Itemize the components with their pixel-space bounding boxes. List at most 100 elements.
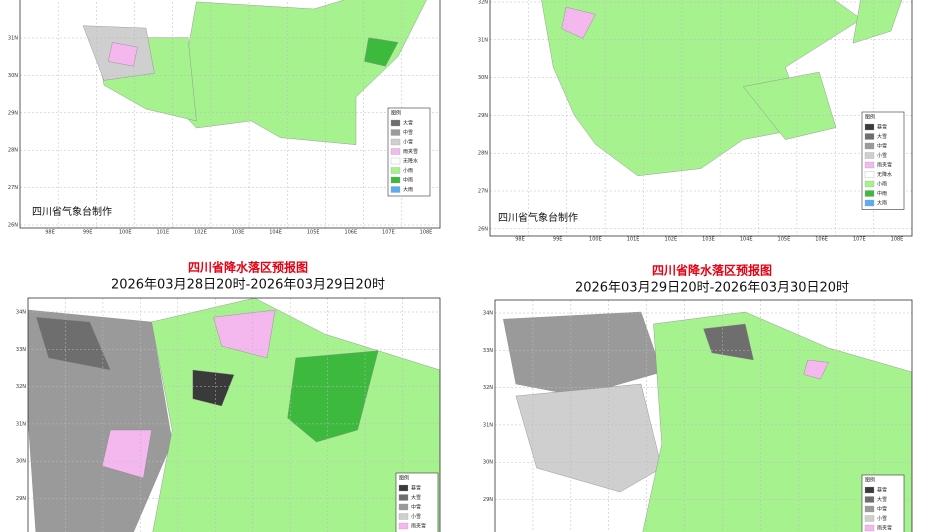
y-tick-label: 31N bbox=[8, 36, 18, 42]
y-tick-label: 30N bbox=[16, 459, 26, 465]
credit: 四川省气象台制作 bbox=[32, 205, 112, 218]
legend-label: 大雪 bbox=[877, 133, 887, 140]
legend-swatch bbox=[864, 171, 875, 178]
legend-swatch bbox=[864, 496, 875, 503]
legend-swatch bbox=[390, 157, 401, 165]
x-tick-label: 100E bbox=[589, 237, 602, 243]
y-tick-label: 33N bbox=[16, 347, 26, 353]
legend-swatch bbox=[390, 119, 401, 127]
x-tick-label: 98E bbox=[515, 237, 525, 243]
y-tick-label: 30N bbox=[483, 460, 493, 466]
x-tick-label: 102E bbox=[664, 237, 677, 243]
x-tick-label: 99E bbox=[553, 237, 563, 243]
map-panel: 四川省降水落区预报图 2026年03月29日20时-2026年03月30日20时 3… bbox=[483, 263, 913, 532]
x-tick-label: 107E bbox=[382, 230, 395, 236]
legend-label: 大雪 bbox=[877, 496, 887, 503]
credit: 四川省气象台制作 bbox=[498, 211, 578, 224]
y-tick-label: 32N bbox=[16, 384, 26, 390]
x-tick-label: 108E bbox=[891, 237, 904, 243]
legend-label: 大雨 bbox=[403, 186, 413, 193]
x-tick-label: 104E bbox=[740, 237, 753, 243]
y-tick-label: 29N bbox=[478, 113, 488, 119]
precip-area bbox=[503, 311, 663, 397]
legend-swatch bbox=[864, 123, 875, 131]
legend-label: 小雨 bbox=[877, 181, 887, 188]
y-tick-label: 26N bbox=[478, 226, 488, 232]
y-tick-label: 31N bbox=[478, 37, 488, 43]
x-tick-label: 103E bbox=[702, 237, 715, 243]
y-tick-label: 32N bbox=[483, 385, 493, 391]
y-tick-label: 27N bbox=[8, 185, 18, 191]
legend-swatch bbox=[864, 486, 875, 494]
map-area bbox=[20, 0, 440, 228]
precip-area bbox=[192, 369, 235, 407]
precip-area bbox=[364, 37, 399, 67]
panel-subtitle: 2026年03月28日20时-2026年03月29日20时 bbox=[111, 278, 385, 293]
legend-label: 小雨 bbox=[403, 167, 413, 174]
y-tick-label: 31N bbox=[16, 421, 26, 427]
legend-swatch bbox=[864, 199, 875, 207]
precip-area bbox=[852, 0, 903, 44]
precip-area bbox=[803, 359, 829, 380]
map-panel: 32N 31N 30N 29N 28N 27N 26N 98E 99E 100E 101E 102E 1… bbox=[478, 0, 913, 243]
panel-title: 四川省降水落区预报图 bbox=[652, 263, 772, 278]
legend-label: 无降水 bbox=[403, 158, 418, 165]
legend-label: 中雪 bbox=[403, 129, 413, 136]
map-area bbox=[495, 300, 912, 532]
legend-label: 暴雪 bbox=[411, 485, 421, 492]
precip-area bbox=[703, 323, 754, 361]
y-tick-label: 28N bbox=[478, 151, 488, 157]
legend-label: 中雪 bbox=[877, 143, 887, 150]
legend-swatch bbox=[398, 494, 409, 501]
x-tick-label: 98E bbox=[45, 230, 55, 236]
x-tick-label: 101E bbox=[627, 237, 640, 243]
y-tick-label: 34N bbox=[16, 310, 26, 316]
y-tick-label: 30N bbox=[478, 75, 488, 81]
legend-swatch bbox=[864, 190, 875, 197]
legend-label: 雨夹雪 bbox=[403, 148, 418, 155]
legend-box bbox=[395, 472, 439, 532]
y-tick-label: 32N bbox=[478, 0, 488, 6]
y-tick-label: 28N bbox=[8, 148, 18, 154]
legend-label: 暴雪 bbox=[877, 124, 887, 131]
legend-swatch bbox=[390, 167, 401, 174]
map-frame bbox=[494, 299, 913, 532]
legend-label: 小雪 bbox=[877, 152, 887, 159]
map-panel: 31N 30N 29N 28N 27N 26N 98E 99E 100E 101E 102E 103E… bbox=[8, 0, 441, 236]
legend-swatch bbox=[390, 176, 401, 184]
y-tick-label: 34N bbox=[483, 311, 493, 317]
legend-swatch bbox=[390, 138, 401, 146]
precip-area bbox=[515, 383, 663, 493]
legend-swatch bbox=[864, 161, 875, 169]
panel-subtitle: 2026年03月29日20时-2026年03月30日20时 bbox=[575, 281, 849, 296]
legend-label: 暴雪 bbox=[877, 487, 887, 494]
x-tick-label: 103E bbox=[232, 230, 245, 236]
legend-label: 小雪 bbox=[403, 139, 413, 146]
legend-swatch bbox=[864, 133, 875, 140]
x-tick-label: 106E bbox=[344, 230, 357, 236]
map-frame bbox=[489, 0, 913, 237]
legend-swatch bbox=[864, 505, 875, 513]
legend-title: 图例 bbox=[399, 475, 409, 482]
precip-area bbox=[561, 6, 596, 39]
legend-label: 中雪 bbox=[411, 504, 421, 511]
y-tick-label: 27N bbox=[478, 189, 488, 195]
legend-swatch bbox=[864, 142, 875, 150]
legend-label: 雨夹雪 bbox=[877, 162, 892, 169]
map-frame bbox=[19, 0, 441, 229]
map-area bbox=[28, 298, 440, 532]
panel-title: 四川省降水落区预报图 bbox=[188, 260, 308, 275]
legend-swatch bbox=[390, 148, 401, 155]
legend-label: 大雨 bbox=[877, 200, 887, 207]
legend-label: 中雨 bbox=[877, 190, 887, 197]
x-tick-label: 106E bbox=[815, 237, 828, 243]
y-tick-label: 29N bbox=[8, 110, 18, 116]
y-tick-label: 33N bbox=[483, 348, 493, 354]
map-panel: 四川省降水落区预报图 2026年03月28日20时-2026年03月29日20时 3… bbox=[16, 260, 441, 532]
legend-label: 无降水 bbox=[877, 171, 892, 178]
precip-area bbox=[107, 42, 138, 67]
legend-title: 图例 bbox=[865, 477, 875, 484]
legend-title: 图例 bbox=[865, 114, 875, 121]
